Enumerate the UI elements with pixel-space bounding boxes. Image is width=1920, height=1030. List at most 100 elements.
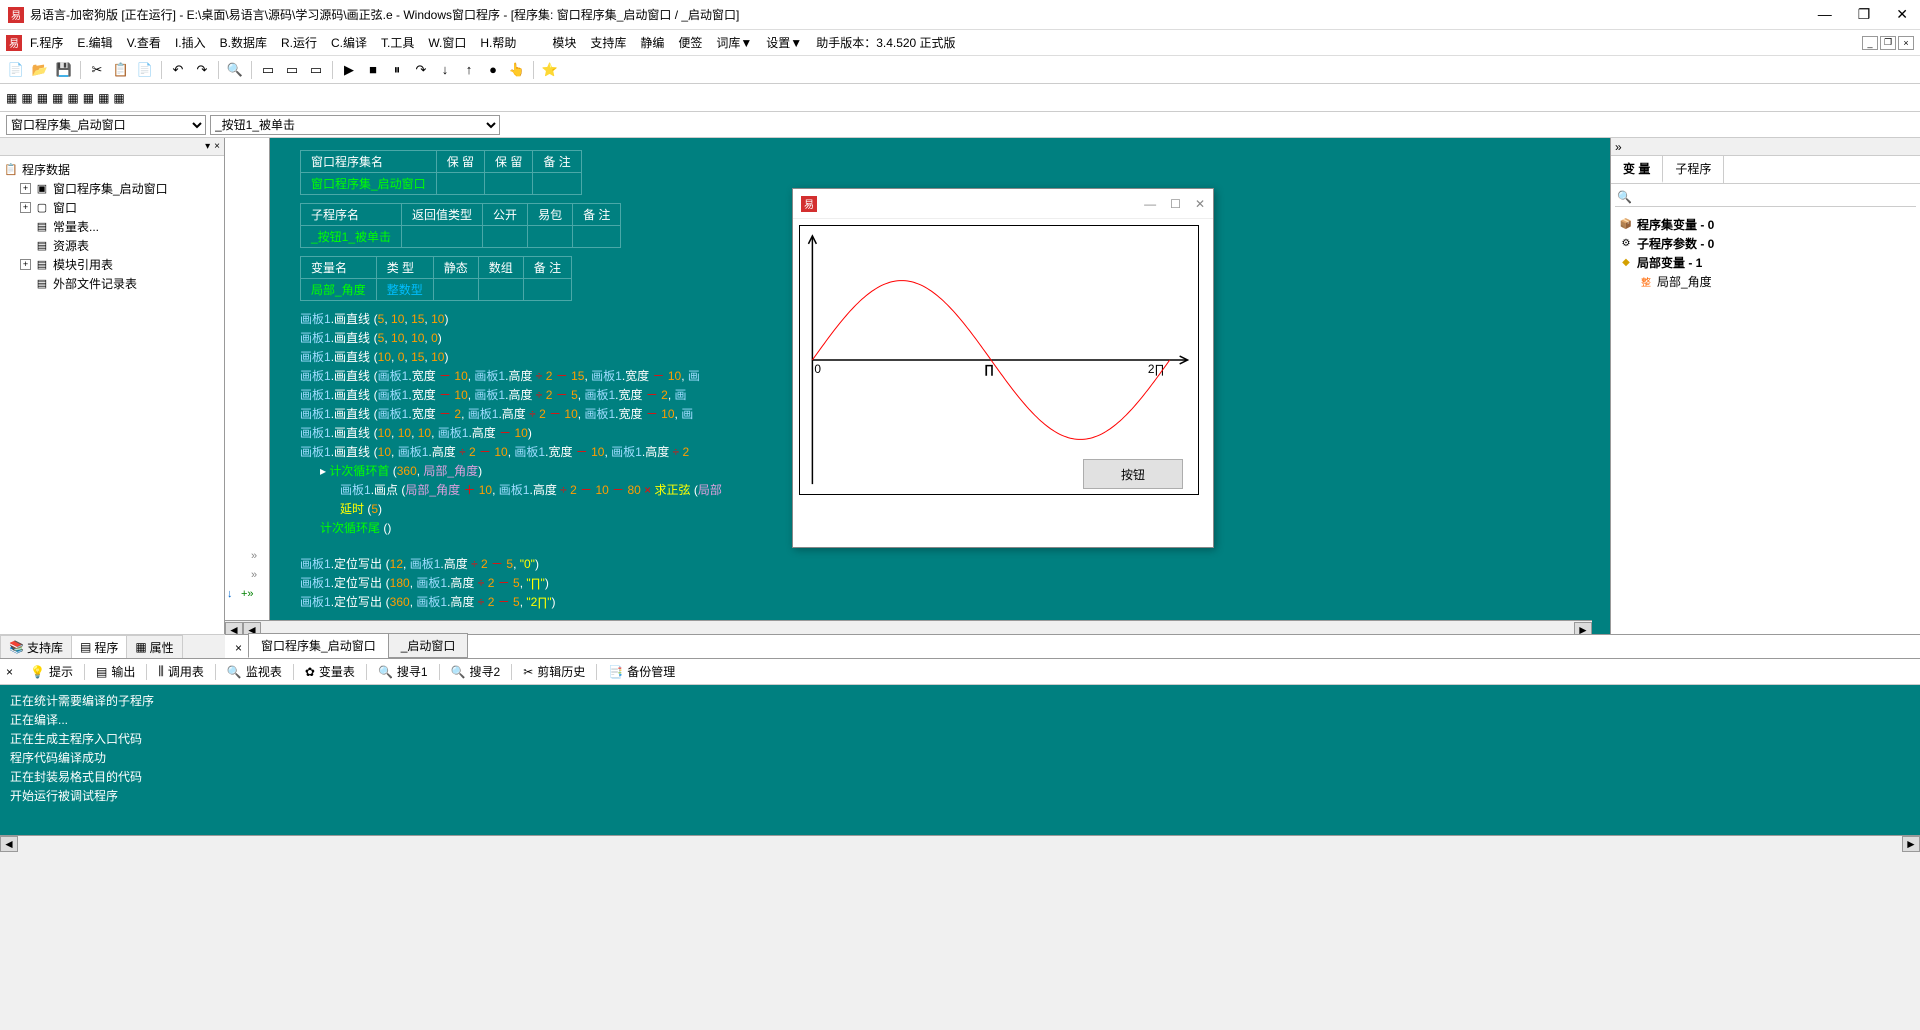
- open-button[interactable]: 📂: [30, 60, 50, 80]
- code-line[interactable]: 画板1.定位写出 (12, 画板1.高度 ÷ 2 － 5, "0"): [270, 554, 1610, 573]
- mdi-restore[interactable]: ❐: [1880, 36, 1896, 50]
- var-leaf[interactable]: 整局部_角度: [1619, 272, 1912, 291]
- class-combo[interactable]: 窗口程序集_启动窗口: [6, 115, 206, 135]
- run-button[interactable]: ▶: [339, 60, 359, 80]
- save-button[interactable]: 💾: [54, 60, 74, 80]
- menu-run[interactable]: R.运行: [275, 32, 323, 53]
- menu-edit[interactable]: E.编辑: [71, 32, 118, 53]
- var-node[interactable]: 📦程序集变量 - 0: [1619, 215, 1912, 234]
- tree-item[interactable]: ▤外部文件记录表: [20, 274, 220, 293]
- var-node[interactable]: ◆局部变量 - 1: [1619, 253, 1912, 272]
- tab-search2[interactable]: 🔍搜寻2: [442, 659, 510, 684]
- draw-button[interactable]: 按钮: [1083, 459, 1183, 489]
- tab-hint[interactable]: 💡提示: [21, 659, 82, 684]
- tb2-5[interactable]: ▦: [67, 91, 78, 105]
- menu-note[interactable]: 便签: [672, 32, 708, 53]
- redo-button[interactable]: ↷: [192, 60, 212, 80]
- expand-icon[interactable]: +: [20, 183, 31, 194]
- tab-support-lib[interactable]: 📚支持库: [0, 635, 72, 658]
- copy-button[interactable]: 📋: [111, 60, 131, 80]
- scroll-right-icon[interactable]: ►: [1902, 836, 1920, 852]
- find-button[interactable]: 🔍: [225, 60, 245, 80]
- menu-wordlib[interactable]: 词库▼: [710, 32, 758, 53]
- menu-quiet[interactable]: 静编: [634, 32, 670, 53]
- cursor-button[interactable]: 👆: [507, 60, 527, 80]
- menu-tools[interactable]: T.工具: [375, 32, 420, 53]
- tab-watch[interactable]: 🔍监视表: [218, 659, 291, 684]
- close-panel-icon[interactable]: ×: [214, 141, 220, 152]
- child-close-button[interactable]: ✕: [1195, 197, 1205, 211]
- menu-insert[interactable]: I.插入: [169, 32, 212, 53]
- layout1-button[interactable]: ▭: [258, 60, 278, 80]
- tab-program[interactable]: ▤程序: [71, 635, 127, 658]
- menu-support[interactable]: 支持库: [584, 32, 632, 53]
- mdi-close[interactable]: ×: [1898, 36, 1914, 50]
- pin-icon[interactable]: ×: [6, 665, 13, 679]
- tb2-7[interactable]: ▦: [98, 91, 109, 105]
- tab-property[interactable]: ▦属性: [126, 635, 182, 658]
- scroll-left-icon[interactable]: ◄: [0, 836, 18, 852]
- maximize-button[interactable]: ❐: [1854, 6, 1875, 23]
- step-over-button[interactable]: ↷: [411, 60, 431, 80]
- step-out-button[interactable]: ↑: [459, 60, 479, 80]
- tree-item[interactable]: ▤常量表...: [20, 217, 220, 236]
- method-combo[interactable]: _按钮1_被单击: [210, 115, 500, 135]
- tab-search1[interactable]: 🔍搜寻1: [369, 659, 437, 684]
- menu-help[interactable]: H.帮助: [474, 32, 522, 53]
- tb2-3[interactable]: ▦: [37, 91, 48, 105]
- tree-item[interactable]: +▣窗口程序集_启动窗口: [20, 179, 220, 198]
- expand-icon[interactable]: +: [20, 202, 31, 213]
- help-button[interactable]: ⭐: [540, 60, 560, 80]
- minimize-button[interactable]: —: [1814, 6, 1836, 23]
- child-titlebar[interactable]: 易 — ☐ ✕: [793, 189, 1213, 219]
- expand-icon[interactable]: +: [20, 259, 31, 270]
- menu-db[interactable]: B.数据库: [214, 32, 273, 53]
- stop-button[interactable]: ■: [363, 60, 383, 80]
- tab-calltable[interactable]: ⫼调用表: [149, 659, 213, 684]
- code-tab[interactable]: 窗口程序集_启动窗口: [248, 633, 389, 658]
- close-tab-icon[interactable]: ×: [229, 638, 248, 658]
- pin-icon[interactable]: ▾: [205, 141, 210, 152]
- code-line[interactable]: 画板1.定位写出 (180, 画板1.高度 ÷ 2 － 5, "∏"): [270, 573, 1610, 592]
- var-node[interactable]: ⚙子程序参数 - 0: [1619, 234, 1912, 253]
- tab-subroutines[interactable]: 子程序: [1663, 156, 1724, 183]
- tb2-8[interactable]: ▦: [113, 91, 124, 105]
- tree-item[interactable]: +▢窗口: [20, 198, 220, 217]
- breakpoint-button[interactable]: ●: [483, 60, 503, 80]
- new-button[interactable]: 📄: [6, 60, 26, 80]
- layout2-button[interactable]: ▭: [282, 60, 302, 80]
- tb2-6[interactable]: ▦: [83, 91, 94, 105]
- pause-button[interactable]: ⏸: [387, 60, 407, 80]
- tree-root[interactable]: 📋 程序数据: [4, 160, 220, 179]
- undo-button[interactable]: ↶: [168, 60, 188, 80]
- child-maximize-button[interactable]: ☐: [1170, 197, 1181, 211]
- menu-compile[interactable]: C.编译: [325, 32, 373, 53]
- mdi-minimize[interactable]: _: [1862, 36, 1878, 50]
- paste-button[interactable]: 📄: [135, 60, 155, 80]
- output-panel[interactable]: 正在统计需要编译的子程序 正在编译... 正在生成主程序入口代码 程序代码编译成…: [0, 685, 1920, 835]
- step-into-button[interactable]: ↓: [435, 60, 455, 80]
- menu-module[interactable]: 模块: [546, 32, 582, 53]
- menu-settings[interactable]: 设置▼: [760, 32, 808, 53]
- menu-file[interactable]: F.程序: [24, 32, 69, 53]
- code-line[interactable]: 画板1.定位写出 (360, 画板1.高度 ÷ 2 － 5, "2∏"): [270, 592, 1610, 611]
- runtime-window[interactable]: 易 — ☐ ✕ 0 ∏ 2∏ 按钮: [792, 188, 1214, 548]
- search-input[interactable]: [1615, 188, 1916, 207]
- menu-window[interactable]: W.窗口: [422, 32, 472, 53]
- rp-arrow-icon[interactable]: »: [1615, 140, 1622, 154]
- tab-vartable[interactable]: ✿变量表: [296, 659, 364, 684]
- tb2-1[interactable]: ▦: [6, 91, 17, 105]
- tb2-2[interactable]: ▦: [21, 91, 32, 105]
- output-scrollbar[interactable]: ◄ ►: [0, 835, 1920, 853]
- tb2-4[interactable]: ▦: [52, 91, 63, 105]
- tab-output[interactable]: ▤输出: [87, 659, 144, 684]
- layout3-button[interactable]: ▭: [306, 60, 326, 80]
- cut-button[interactable]: ✂: [87, 60, 107, 80]
- tree-item[interactable]: ▤资源表: [20, 236, 220, 255]
- tab-backup[interactable]: 📑备份管理: [599, 659, 684, 684]
- tab-cliphistory[interactable]: ✂剪辑历史: [514, 659, 594, 684]
- menu-view[interactable]: V.查看: [121, 32, 167, 53]
- tab-variables[interactable]: 变 量: [1611, 156, 1663, 183]
- tree-item[interactable]: +▤模块引用表: [20, 255, 220, 274]
- child-minimize-button[interactable]: —: [1144, 197, 1156, 211]
